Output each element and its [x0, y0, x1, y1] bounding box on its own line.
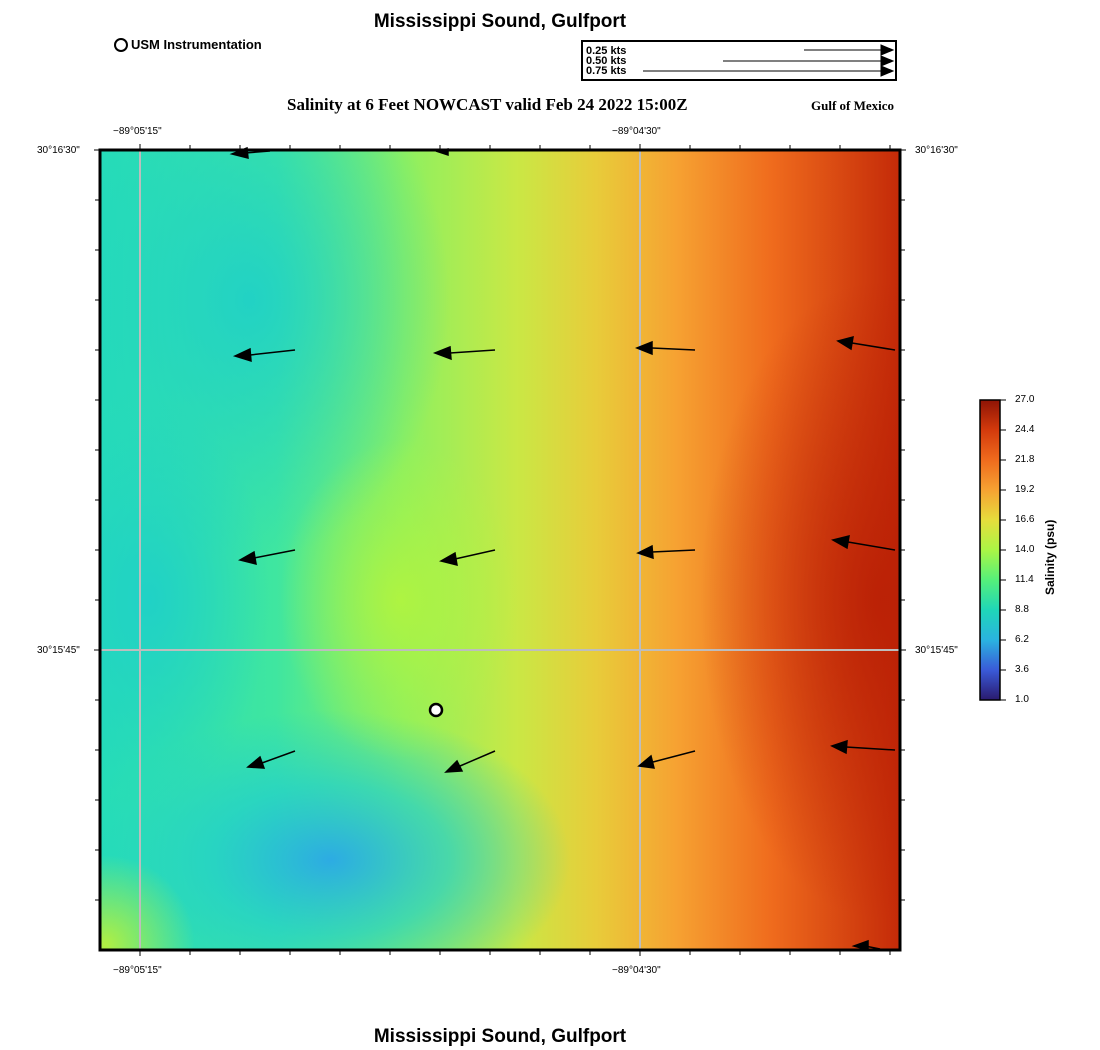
colorbar-tick-label: 3.6 [1015, 664, 1029, 675]
station-legend: USM Instrumentation [114, 37, 262, 52]
station-marker-icon [114, 37, 128, 52]
colorbar-title: Salinity (psu) [1043, 519, 1057, 595]
current-vector-arrow [432, 345, 496, 361]
current-vector-arrow [439, 549, 496, 567]
colorbar-scale [979, 399, 1001, 701]
x-tick-label-bottom: −89°05'15" [113, 965, 162, 976]
y-tick-label-left: 30°16'30" [37, 145, 80, 156]
map-subtitle: Salinity at 6 Feet NOWCAST valid Feb 24 … [287, 95, 688, 114]
usm-station-marker[interactable] [428, 702, 444, 718]
colorbar-tick-label: 6.2 [1015, 634, 1029, 645]
colorbar-tick-label: 27.0 [1015, 394, 1035, 405]
colorbar-tick-label: 16.6 [1015, 514, 1035, 525]
current-vector-arrow [830, 739, 896, 755]
current-vector-arrow [444, 750, 496, 773]
colorbar-tick-label: 1.0 [1015, 694, 1029, 705]
x-tick-label-top: −89°04'30" [612, 126, 661, 137]
x-tick-label-bottom: −89°04'30" [612, 965, 661, 976]
current-vector-arrow [831, 534, 896, 551]
region-label: Gulf of Mexico [811, 98, 895, 113]
current-vector-arrow [229, 146, 271, 159]
current-vector-arrow [637, 750, 696, 769]
current-vector-arrow [634, 340, 696, 356]
current-vector-arrow [232, 347, 296, 363]
current-vector-arrow [851, 939, 881, 951]
colorbar [979, 399, 1006, 701]
vector-scale-label: 0.50 kts [586, 55, 627, 67]
current-vector-arrow [238, 549, 296, 566]
graticule [100, 150, 900, 950]
colorbar-tick-label: 8.8 [1015, 604, 1029, 615]
y-tick-label-right: 30°15'45" [915, 645, 958, 656]
current-vectors [229, 146, 896, 951]
colorbar-tick-label: 19.2 [1015, 484, 1035, 495]
colorbar-tick-label: 21.8 [1015, 454, 1035, 465]
colorbar-tick-label: 24.4 [1015, 424, 1035, 435]
y-tick-label-left: 30°15'45" [37, 645, 80, 656]
current-vector-arrow [246, 750, 296, 769]
current-vector-arrow [435, 148, 449, 157]
map-footer-title: Mississippi Sound, Gulfport [373, 1026, 627, 1047]
y-tick-label-right: 30°16'30" [915, 145, 958, 156]
colorbar-tick-label: 14.0 [1015, 544, 1035, 555]
map-title: Mississippi Sound, Gulfport [373, 11, 627, 32]
colorbar-tick-label: 11.4 [1015, 574, 1034, 585]
vector-scale-legend: 0.25 kts 0.50 kts 0.75 kts [581, 40, 897, 81]
station-legend-label: USM Instrumentation [131, 37, 262, 52]
salinity-field [100, 150, 900, 950]
vector-scale-label: 0.75 kts [586, 65, 627, 77]
x-tick-label-top: −89°05'15" [113, 126, 162, 137]
current-vector-arrow [636, 544, 696, 560]
axis-ticks [94, 144, 906, 956]
vector-scale-label: 0.25 kts [586, 45, 627, 57]
current-vector-arrow [836, 335, 896, 351]
vector-scale-arrows [643, 44, 895, 77]
